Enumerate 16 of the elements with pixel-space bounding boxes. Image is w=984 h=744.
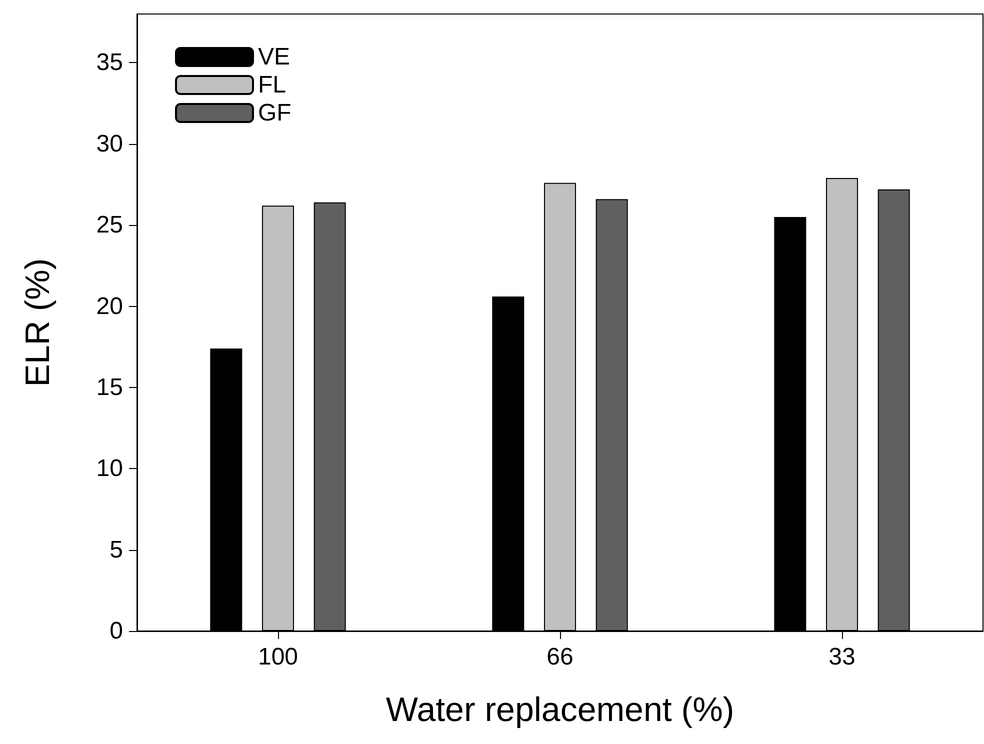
y-tick-label: 30 xyxy=(96,130,123,158)
x-tick-label: 100 xyxy=(258,644,298,670)
y-tick-label: 5 xyxy=(110,536,123,564)
legend-label: GF xyxy=(258,100,292,126)
x-tick-label: 33 xyxy=(828,644,856,670)
y-tick-label: 0 xyxy=(110,618,123,644)
y-tick-label: 20 xyxy=(96,292,123,320)
y-tick-label: 10 xyxy=(96,455,123,482)
x-tick-label: 66 xyxy=(546,644,574,670)
y-tick-label: 25 xyxy=(96,212,123,239)
y-tick-label: 15 xyxy=(96,374,123,401)
y-axis-title: ELR (%) xyxy=(19,258,57,387)
y-tick-label: 35 xyxy=(96,49,123,76)
x-axis-title: Water replacement (%) xyxy=(386,691,734,729)
legend-label: FL xyxy=(258,72,286,98)
legend-label: VE xyxy=(258,44,290,70)
